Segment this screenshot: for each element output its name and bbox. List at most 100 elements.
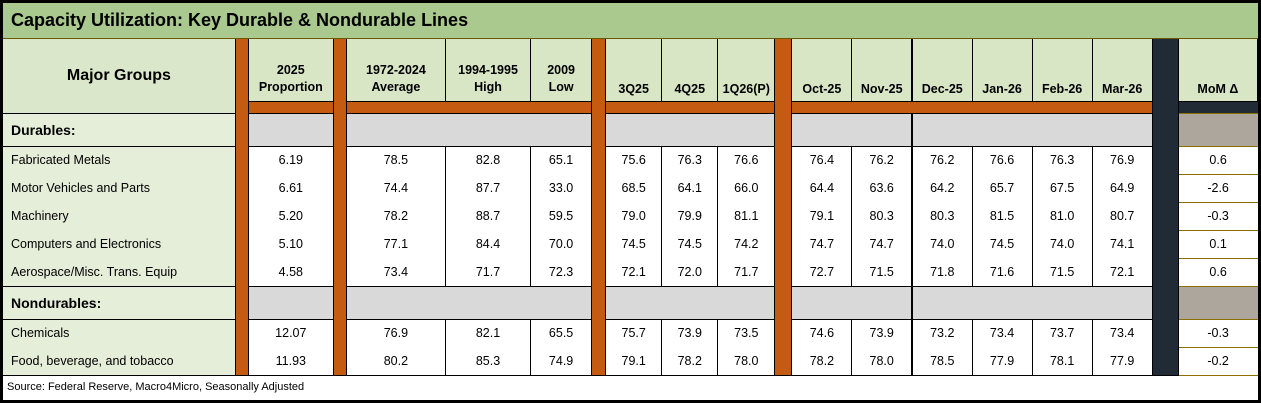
header-line: 2025 [276,62,305,77]
section-placeholder [345,285,593,320]
column-header-feb-26: Feb-26 [1031,39,1093,101]
separator-orange [234,286,249,319]
separator-orange [332,202,347,230]
separator-orange [234,319,249,347]
separator-dark [1151,230,1179,258]
cell-average: 76.9 [345,319,446,347]
cell-quarter: 78.0 [717,347,776,375]
separator-orange [234,347,249,375]
cell-mom-delta: 0.6 [1178,146,1258,175]
cell-mom-delta: -0.3 [1178,202,1258,231]
cell-quarter: 72.0 [661,258,719,286]
separator-dark [1151,146,1179,174]
cell-low: 65.5 [530,319,593,347]
cell-quarter: 75.7 [605,319,663,347]
cell-month: 74.5 [971,230,1033,258]
cell-month: 73.7 [1031,319,1093,347]
cell-month: 81.0 [1031,202,1093,230]
cell-month: 74.7 [791,230,853,258]
cell-month: 71.6 [971,258,1033,286]
separator-orange [234,258,249,286]
header-underline-orange [791,100,1153,114]
cell-month: 80.7 [1091,202,1153,230]
cell-month: 80.3 [910,202,973,230]
section-placeholder-mom [1178,285,1258,320]
cell-high: 88.7 [444,202,532,230]
separator-orange [332,230,347,258]
cell-quarter: 79.1 [605,347,663,375]
header-line: 1994-1995 [458,62,518,77]
separator-orange [774,258,793,286]
cell-average: 78.2 [345,202,446,230]
separator-orange [332,113,347,146]
separator-orange [234,39,249,113]
cell-mom-delta: 0.6 [1178,258,1258,287]
column-header-major-groups: Major Groups [3,39,236,114]
cell-month: 71.8 [910,258,973,286]
cell-quarter: 81.1 [717,202,776,230]
cell-month: 76.9 [1091,146,1153,174]
separator-orange [591,146,607,174]
cell-quarter: 79.0 [605,202,663,230]
column-header-4q25: 4Q25 [661,39,719,101]
cell-month: 76.4 [791,146,853,174]
cell-month: 67.5 [1031,174,1093,202]
cell-proportion: 6.61 [247,174,334,202]
separator-orange [774,113,793,146]
cell-proportion: 5.20 [247,202,334,230]
cell-month: 63.6 [851,174,913,202]
row-label: Food, beverage, and tobacco [3,347,236,375]
separator-orange [591,286,607,319]
cell-month: 74.0 [910,230,973,258]
cell-high: 82.8 [444,146,532,174]
row-label: Motor Vehicles and Parts [3,174,236,202]
separator-orange [591,230,607,258]
separator-orange [774,286,793,319]
cell-average: 80.2 [345,347,446,375]
cell-quarter: 74.5 [661,230,719,258]
cell-month: 76.3 [1031,146,1093,174]
header-line: High [474,79,502,94]
cell-high: 85.3 [444,347,532,375]
cell-proportion: 4.58 [247,258,334,286]
separator-orange [591,258,607,286]
cell-average: 74.4 [345,174,446,202]
separator-orange [591,113,607,146]
cell-proportion: 6.19 [247,146,334,174]
separator-orange [774,319,793,347]
separator-orange [774,146,793,174]
cell-low: 33.0 [530,174,593,202]
table-row: Computers and Electronics 5.10 77.1 84.4 70.… [3,230,1258,259]
column-header-mom-delta: MoM Δ [1177,39,1259,101]
header-line: Low [548,79,574,94]
cell-month: 79.1 [791,202,853,230]
cell-high: 82.1 [444,319,532,347]
separator-orange [332,39,347,113]
section-placeholder [605,285,776,320]
cell-proportion: 5.10 [247,230,334,258]
source-row: Source: Federal Reserve, Macro4Micro, Se… [3,374,1258,399]
column-header-nov-25: Nov-25 [851,39,913,101]
row-label: Aerospace/Misc. Trans. Equip [3,258,236,286]
column-header-proportion: 2025 Proportion [247,39,334,101]
cell-average: 77.1 [345,230,446,258]
header-line: Proportion [258,79,323,94]
table-row: Machinery 5.20 78.2 88.7 59.5 79.0 79.9 81.1 79.… [3,202,1258,231]
cell-month: 72.7 [791,258,853,286]
cell-month: 73.9 [851,319,913,347]
separator-dark [1151,258,1179,286]
table-row: Fabricated Metals 6.19 78.5 82.8 65.1 75.6 76.… [3,146,1258,175]
section-placeholder [345,112,593,147]
source-note: Source: Federal Reserve, Macro4Micro, Se… [3,374,1258,399]
cell-quarter: 71.7 [717,258,776,286]
section-placeholder [791,112,913,147]
cell-quarter: 68.5 [605,174,663,202]
cell-month: 72.1 [1091,258,1153,286]
separator-orange [332,258,347,286]
separator-orange [332,286,347,319]
separator-dark [1151,202,1179,230]
separator-dark [1151,113,1179,146]
separator-orange [332,347,347,375]
cell-month: 74.6 [791,319,853,347]
cell-month: 80.3 [851,202,913,230]
